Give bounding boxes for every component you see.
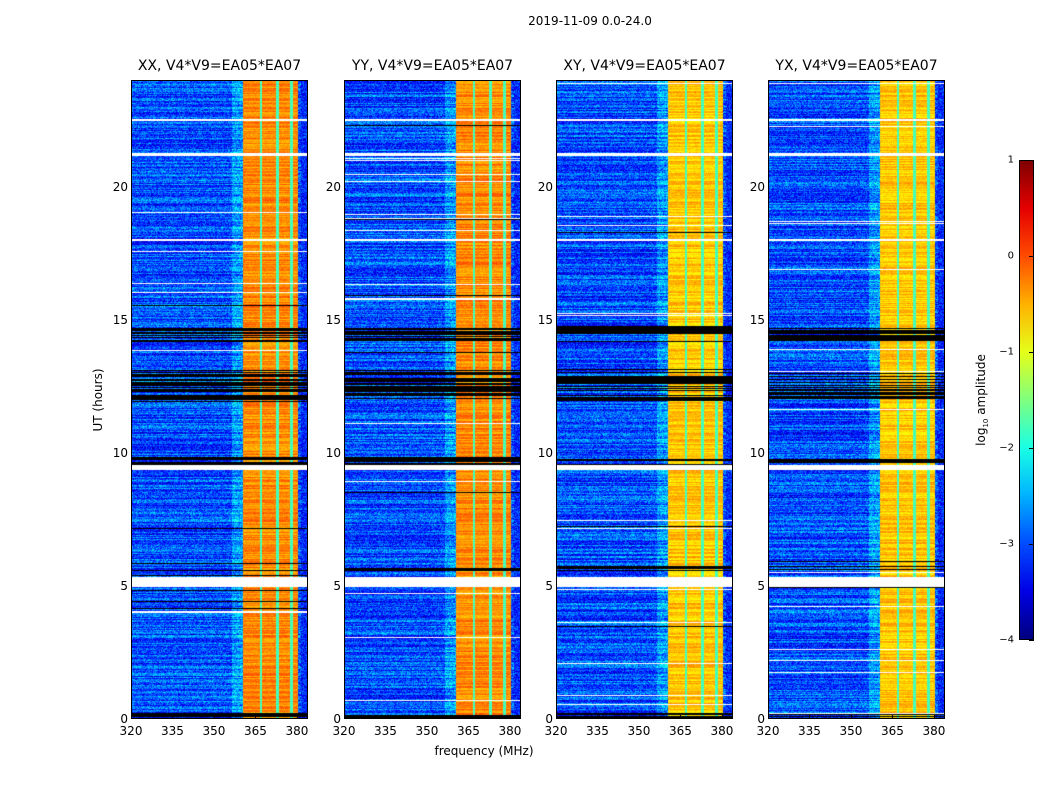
x-tick-label: 380	[498, 724, 522, 738]
y-tick-label: 0	[120, 712, 128, 726]
colorbar-tick-mark	[1029, 448, 1034, 449]
colorbar-tick-label: −1	[999, 346, 1014, 358]
colorbar-tick-mark	[1029, 160, 1034, 161]
colorbar-tick-mark	[1029, 640, 1034, 641]
panel-title-xy: XY, V4*V9=EA05*EA07	[563, 58, 726, 74]
colorbar-tick-mark	[1029, 352, 1034, 353]
x-tick-label: 350	[627, 724, 651, 738]
y-tick-label: 15	[112, 312, 128, 327]
y-tick-label: 15	[537, 312, 553, 327]
y-tick-label: 0	[545, 712, 553, 726]
x-tick-mark	[638, 715, 640, 719]
heatmap-panel-yy	[344, 80, 521, 719]
panel-title-yx: YX, V4*V9=EA05*EA07	[775, 58, 938, 74]
x-tick-label: 320	[544, 724, 568, 738]
colorbar-tick-label: −2	[999, 442, 1014, 454]
panel-title-xx: XX, V4*V9=EA05*EA07	[137, 58, 302, 74]
colorbar-label: log10 amplitude	[973, 354, 991, 446]
x-tick-mark	[933, 715, 935, 719]
x-tick-mark	[850, 715, 852, 719]
colorbar-tick-label: 0	[1007, 250, 1014, 262]
x-tick-label: 335	[161, 724, 184, 738]
heatmap-image	[132, 81, 307, 718]
y-tick-label: 20	[537, 179, 553, 194]
y-tick-label: 10	[749, 445, 765, 460]
x-tick-label: 380	[922, 724, 946, 738]
figure-title: 2019-11-09 0.0-24.0	[528, 14, 652, 28]
y-tick-label: 20	[325, 179, 341, 194]
colorbar-tick-label: −3	[999, 538, 1014, 550]
x-tick-mark	[426, 715, 428, 719]
x-tick-mark	[131, 715, 132, 719]
y-axis-label: UT (hours)	[91, 368, 105, 432]
y-tick-label: 10	[537, 445, 553, 460]
y-tick-label: 15	[325, 312, 341, 327]
x-tick-label: 365	[881, 724, 904, 738]
x-tick-label: 320	[119, 724, 143, 738]
x-tick-label: 320	[332, 724, 356, 738]
x-axis-label: frequency (MHz)	[434, 744, 534, 758]
x-tick-label: 365	[457, 724, 480, 738]
heatmap-image	[557, 81, 732, 718]
x-tick-mark	[344, 715, 345, 719]
x-tick-mark	[680, 715, 682, 719]
x-tick-label: 320	[756, 724, 780, 738]
x-tick-mark	[597, 715, 599, 719]
colorbar	[1019, 160, 1034, 640]
y-tick-label: 20	[112, 179, 128, 194]
heatmap-image	[769, 81, 944, 718]
heatmap-panel-xy	[556, 80, 733, 719]
x-tick-mark	[255, 715, 257, 719]
x-tick-label: 350	[415, 724, 439, 738]
heatmap-image	[345, 81, 520, 718]
x-tick-mark	[172, 715, 174, 719]
y-tick-label: 5	[545, 578, 553, 593]
y-tick-label: 5	[333, 578, 341, 593]
x-tick-mark	[721, 715, 723, 719]
x-tick-label: 365	[244, 724, 267, 738]
x-tick-label: 365	[669, 724, 692, 738]
x-tick-label: 350	[202, 724, 226, 738]
x-tick-label: 335	[798, 724, 821, 738]
heatmap-panel-yx	[768, 80, 945, 719]
x-tick-mark	[809, 715, 811, 719]
colorbar-tick-mark	[1029, 256, 1034, 257]
x-tick-mark	[468, 715, 470, 719]
heatmap-panel-xx	[131, 80, 308, 719]
y-tick-label: 0	[333, 712, 341, 726]
x-tick-mark	[385, 715, 387, 719]
panel-title-yy: YY, V4*V9=EA05*EA07	[351, 58, 514, 74]
x-tick-mark	[509, 715, 511, 719]
x-tick-mark	[892, 715, 894, 719]
y-tick-label: 5	[757, 578, 765, 593]
x-tick-mark	[213, 715, 215, 719]
colorbar-tick-label: −4	[999, 634, 1014, 646]
y-tick-label: 10	[112, 445, 128, 460]
x-tick-mark	[296, 715, 298, 719]
x-tick-label: 335	[586, 724, 609, 738]
y-tick-label: 5	[120, 578, 128, 593]
x-tick-mark	[556, 715, 557, 719]
x-tick-label: 380	[710, 724, 734, 738]
x-tick-label: 350	[839, 724, 863, 738]
x-tick-mark	[768, 715, 769, 719]
x-tick-label: 380	[285, 724, 309, 738]
y-tick-label: 20	[749, 179, 765, 194]
colorbar-tick-mark	[1029, 544, 1034, 545]
y-tick-label: 10	[325, 445, 341, 460]
y-tick-label: 15	[749, 312, 765, 327]
colorbar-tick-label: 1	[1007, 154, 1014, 166]
y-tick-label: 0	[757, 712, 765, 726]
x-tick-label: 335	[374, 724, 397, 738]
